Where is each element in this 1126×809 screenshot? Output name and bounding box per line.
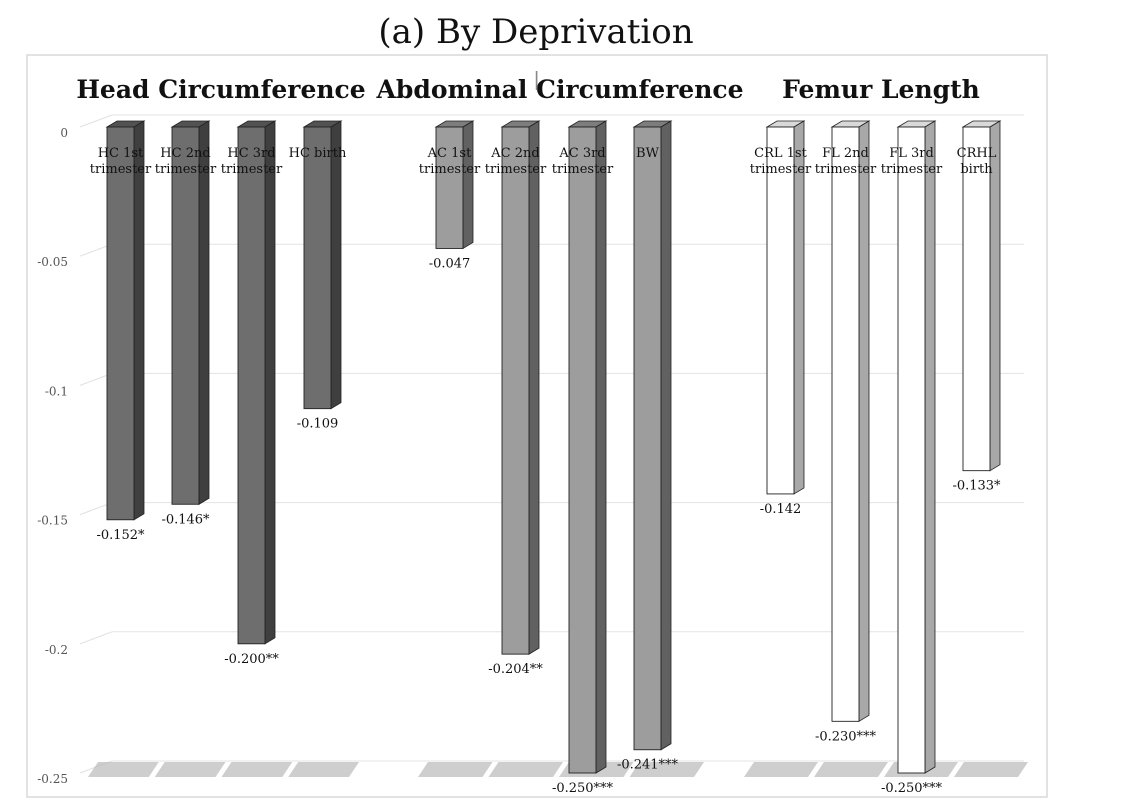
category-label: trimester [485, 162, 547, 177]
category-label: birth [960, 162, 993, 177]
value-label: -0.109 [297, 417, 339, 432]
group-title: Head Circumference [76, 75, 365, 104]
y-tick-label: -0.1 [45, 384, 68, 398]
floor-shadow [954, 762, 1028, 777]
floor-shadow [488, 762, 563, 777]
category-label: trimester [90, 162, 152, 177]
category-label: HC 3rd [227, 146, 275, 161]
floor-shadow [744, 762, 818, 777]
floor-shadow [814, 762, 888, 777]
category-label: trimester [419, 162, 481, 177]
bar-side [924, 120, 936, 774]
y-tick-label: -0.15 [37, 514, 68, 528]
floor-shadow [629, 762, 704, 777]
figure-title: (a) By Deprivation [378, 12, 693, 52]
value-label: -0.133* [952, 479, 1001, 494]
bar-side [528, 120, 540, 655]
category-label: CRL 1st [754, 146, 807, 161]
category-label: BW [636, 146, 660, 161]
category-label: AC 1st [427, 146, 472, 161]
cursor-mark: | [534, 69, 539, 91]
category-label: trimester [750, 162, 812, 177]
category-label: AC 2nd [490, 146, 539, 161]
bar-side [198, 120, 210, 505]
floor-shadow [88, 762, 159, 777]
value-label: -0.152* [96, 528, 145, 543]
y-tick-label: -0.05 [37, 255, 68, 269]
plot-frame [26, 54, 1048, 798]
category-label: FL 3rd [889, 146, 934, 161]
category-label: trimester [881, 162, 943, 177]
category-label: CRHL [957, 146, 997, 161]
value-label: -0.250*** [552, 781, 614, 796]
value-label: -0.230*** [815, 729, 877, 744]
category-label: FL 2nd [822, 146, 869, 161]
value-label: -0.146* [161, 512, 210, 527]
chart-floor [88, 762, 1028, 777]
bar [568, 126, 597, 774]
value-label: -0.142 [760, 502, 802, 517]
bar [897, 126, 926, 774]
bar-side [264, 120, 276, 645]
bar [633, 126, 662, 751]
bar-side [660, 120, 672, 751]
bar-side [330, 120, 342, 410]
gridlines [79, 114, 1024, 774]
y-axis: 0 -0.05 -0.1 -0.15 -0.2 -0.25 [37, 126, 68, 786]
category-label: HC 2nd [160, 146, 210, 161]
category-label: AC 3rd [558, 146, 605, 161]
bar [766, 126, 795, 495]
group-title: Femur Length [782, 75, 980, 104]
value-label: -0.047 [429, 256, 471, 271]
floor-shadow [288, 762, 359, 777]
y-tick-label: -0.25 [37, 772, 68, 786]
bar-side [595, 120, 607, 774]
bar [962, 126, 991, 472]
bar [171, 126, 200, 505]
category-label: HC birth [289, 146, 347, 161]
bar [831, 126, 860, 722]
y-tick-label: -0.2 [45, 643, 68, 657]
category-label: trimester [552, 162, 614, 177]
bar [435, 126, 464, 249]
bar [303, 126, 332, 410]
gridline-diag [79, 631, 113, 645]
value-label: -0.200** [224, 652, 279, 667]
y-tick-label: 0 [60, 126, 68, 140]
bar [237, 126, 266, 645]
value-label: -0.250*** [881, 781, 943, 796]
bar-side [462, 120, 474, 250]
category-label: trimester [221, 162, 283, 177]
bar-side [133, 120, 145, 521]
floor-shadow [221, 762, 293, 777]
bar [501, 126, 530, 655]
group-title: Abdominal Circumference [375, 75, 743, 104]
gridline-diag [79, 114, 113, 128]
bar-side [858, 120, 870, 723]
bar [106, 126, 135, 521]
floor-shadow [418, 762, 493, 777]
category-label: HC 1st [98, 146, 144, 161]
value-label: -0.241*** [617, 758, 679, 773]
category-label: trimester [815, 162, 877, 177]
floor-shadow [154, 762, 226, 777]
category-label: trimester [155, 162, 217, 177]
value-label: -0.204** [488, 662, 543, 677]
